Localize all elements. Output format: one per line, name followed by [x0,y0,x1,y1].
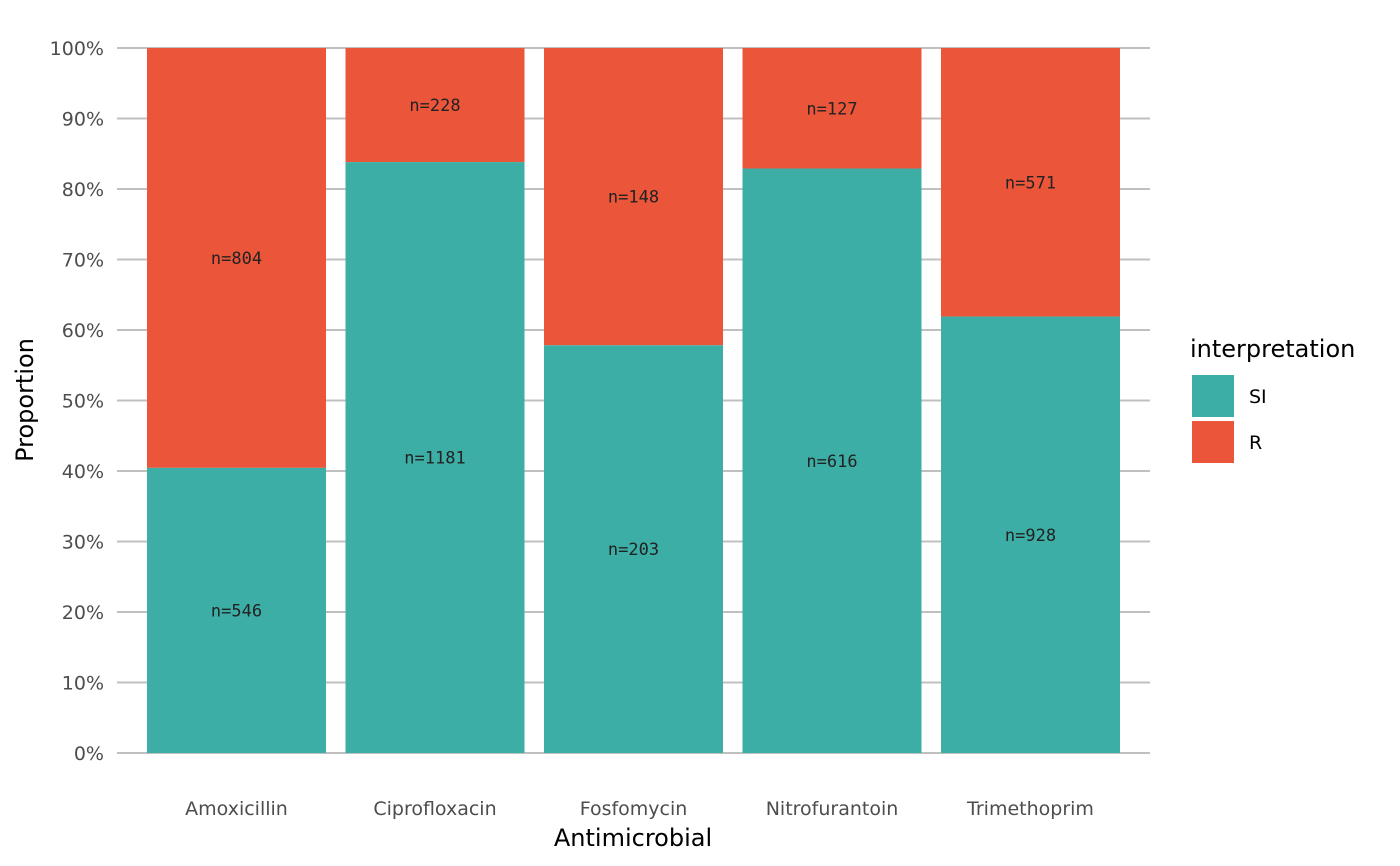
legend-title: interpretation [1190,335,1355,363]
bar-segment-r [742,48,922,169]
y-tick-label: 50% [62,391,104,413]
x-axis-ticks: Amoxicillin Ciprofloxacin Fosfomycin Nitrof… [185,798,1094,820]
y-tick-label: 40% [62,461,104,483]
data-label-si: n=546 [211,601,262,621]
bar-segment-r [941,48,1120,317]
bars [147,48,1120,754]
bar-segment-r [147,48,326,468]
y-axis-ticks: 0% 10% 20% 30% 40% 50% 60% 70% 80% 90% 100% [50,38,104,765]
y-axis-title: Proportion [11,338,39,462]
data-label-si: n=616 [806,452,857,472]
y-tick-label: 100% [50,38,104,60]
x-tick-label: Amoxicillin [185,798,288,820]
y-tick-label: 70% [62,250,104,272]
y-tick-label: 30% [62,532,104,554]
data-label-si: n=1181 [404,449,465,469]
legend-key-r [1192,421,1234,463]
bar-segment-si [147,467,326,753]
x-tick-label: Fosfomycin [580,798,688,820]
x-tick-label: Ciprofloxacin [373,798,496,820]
legend-label-r: R [1249,432,1262,454]
bar-segment-si [544,345,723,753]
y-tick-label: 10% [62,673,104,695]
data-labels: n=546 n=804 n=1181 n=228 n=203 n=148 n=616 n=12… [211,96,1056,621]
data-label-r: n=571 [1005,173,1056,193]
data-label-r: n=804 [211,249,262,269]
bar-segment-si [742,168,922,754]
bar-segment-r [544,48,723,346]
legend-key-si [1192,375,1234,417]
bar-segment-si [941,316,1120,753]
bar-segment-si [345,162,525,753]
y-tick-label: 0% [74,743,104,765]
data-label-si: n=203 [608,540,659,560]
x-tick-label: Trimethoprim [966,798,1094,820]
x-tick-label: Nitrofurantoin [766,798,899,820]
y-tick-label: 90% [62,109,104,131]
x-axis-title: Antimicrobial [554,824,712,852]
bar-segment-r [345,48,525,163]
data-label-si: n=928 [1005,526,1056,546]
legend: interpretation SI R [1190,335,1355,463]
data-label-r: n=148 [608,188,659,208]
y-tick-label: 80% [62,179,104,201]
y-tick-label: 60% [62,320,104,342]
legend-label-si: SI [1249,386,1267,408]
data-label-r: n=127 [806,99,857,119]
legend-items: SI R [1192,375,1267,463]
data-label-r: n=228 [409,96,460,116]
y-tick-label: 20% [62,602,104,624]
